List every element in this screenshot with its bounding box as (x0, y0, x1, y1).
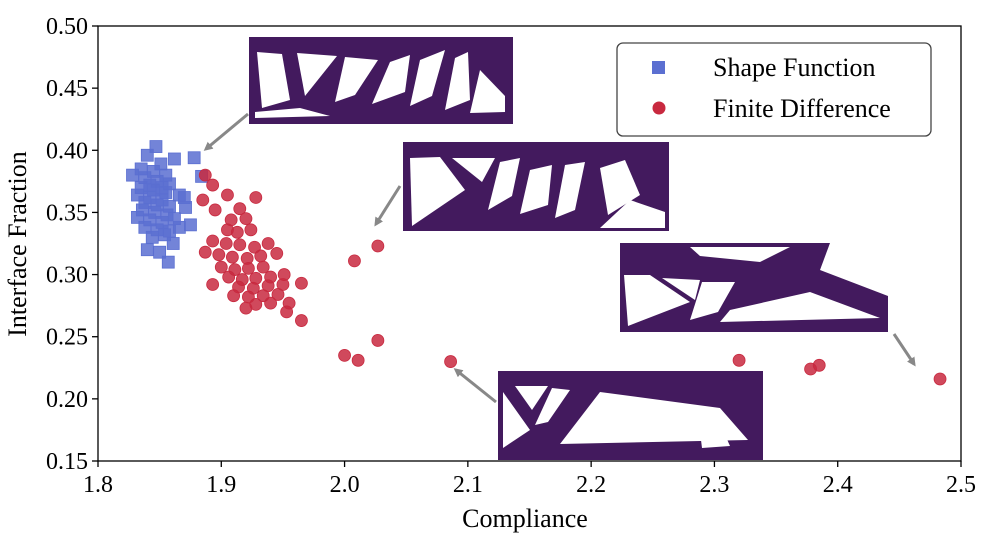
data-point-circle (206, 278, 220, 291)
data-point-circle (371, 239, 385, 253)
x-tick-label: 2.0 (330, 472, 360, 498)
data-point-circle (271, 288, 285, 301)
data-point-circle (444, 355, 457, 368)
arrow-1 (203, 112, 249, 151)
y-tick-label: 0.40 (46, 138, 88, 164)
data-point-square (140, 148, 154, 162)
data-point-circle (249, 191, 263, 204)
data-point-circle (239, 301, 253, 315)
data-point-circle (732, 353, 746, 367)
series-finite-difference (196, 168, 947, 386)
data-point-circle (338, 348, 351, 362)
data-point-square (153, 245, 167, 259)
data-point-square (140, 243, 154, 257)
arrow-4 (453, 368, 497, 404)
data-point-circle (212, 248, 226, 262)
legend-marker-shape-function (652, 61, 665, 74)
data-point-square (184, 218, 197, 232)
data-point-circle (221, 188, 234, 202)
x-tick-label: 2.2 (576, 472, 606, 498)
data-point-circle (198, 245, 212, 259)
series-shape-function (126, 140, 208, 269)
arrow-2 (374, 185, 402, 227)
legend-marker-finite-difference (652, 101, 666, 115)
data-point-circle (248, 240, 261, 254)
topology-inset-3 (620, 243, 888, 332)
y-tick-label: 0.50 (46, 14, 88, 40)
y-tick-label: 0.20 (46, 387, 88, 413)
data-point-circle (225, 250, 239, 264)
data-point-circle (254, 249, 268, 263)
data-point-circle (348, 254, 361, 268)
y-tick-label: 0.45 (46, 76, 88, 102)
annotation-arrows (203, 112, 916, 404)
data-point-circle (371, 334, 385, 347)
data-point-circle (270, 247, 284, 260)
data-point-circle (933, 372, 947, 386)
x-tick-label: 2.5 (946, 472, 976, 498)
x-tick-label: 1.8 (83, 472, 113, 498)
data-point-circle (295, 314, 308, 327)
data-point-square (187, 151, 201, 165)
x-tick-label: 2.1 (453, 472, 483, 498)
topology-inset-4 (498, 371, 763, 460)
data-point-circle (206, 178, 220, 192)
data-point-square (166, 237, 180, 250)
legend-label-shape-function: Shape Function (713, 53, 876, 82)
data-point-circle (233, 238, 247, 252)
data-point-circle (219, 237, 233, 250)
y-tick-label: 0.25 (46, 325, 88, 351)
data-point-circle (227, 289, 241, 303)
data-point-square (161, 255, 175, 269)
data-point-circle (261, 237, 275, 250)
data-point-circle (206, 234, 220, 248)
data-point-circle (208, 203, 222, 217)
legend-box (616, 42, 932, 137)
y-tick-label: 0.30 (46, 263, 88, 289)
x-tick-label: 1.9 (206, 472, 236, 498)
data-point-square (126, 168, 139, 182)
data-point-circle (230, 225, 244, 239)
data-point-square (145, 230, 159, 244)
arrow-3 (892, 333, 916, 367)
y-tick-label: 0.35 (46, 200, 88, 226)
data-point-circle (264, 296, 278, 310)
data-point-circle (256, 260, 270, 274)
data-point-square (168, 152, 181, 166)
data-point-circle (351, 353, 365, 367)
x-axis-ticks: 1.8 1.9 2.0 2.1 2.2 2.3 2.4 2.5 (83, 461, 976, 498)
data-point-square (179, 201, 192, 214)
topology-inset-1 (249, 37, 513, 124)
y-tick-label: 0.15 (46, 449, 88, 475)
x-tick-label: 2.4 (823, 472, 853, 498)
data-point-circle (233, 202, 247, 216)
x-axis-label: Compliance (462, 504, 588, 533)
y-axis-label: Interface Fraction (3, 151, 32, 337)
legend: Shape Function Finite Difference (616, 42, 932, 137)
y-axis-ticks: 0.15 0.20 0.25 0.30 0.35 0.40 0.45 0.50 (46, 14, 98, 475)
data-point-circle (198, 168, 212, 182)
data-point-square (172, 220, 186, 234)
data-point-circle (280, 305, 294, 319)
x-tick-label: 2.3 (699, 472, 729, 498)
data-point-circle (242, 261, 255, 275)
data-point-circle (244, 223, 258, 237)
legend-label-finite-difference: Finite Difference (713, 94, 891, 123)
data-point-circle (222, 270, 236, 284)
series-layer (126, 140, 947, 386)
data-point-circle (239, 212, 253, 226)
data-point-circle (196, 193, 210, 207)
data-point-circle (295, 276, 308, 290)
data-point-circle (214, 260, 228, 274)
data-point-circle (812, 358, 826, 372)
topology-inset-2 (403, 142, 669, 231)
